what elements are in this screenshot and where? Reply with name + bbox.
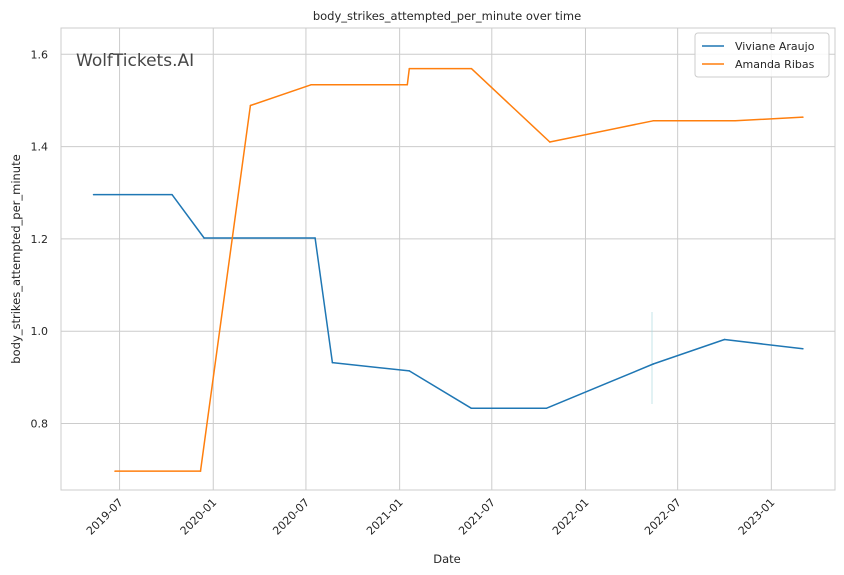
data-point-viviane-araujo — [408, 370, 411, 372]
y-tick-label: 0.8 — [31, 418, 49, 431]
y-tick-label: 1.4 — [31, 141, 49, 154]
data-point-viviane-araujo — [802, 348, 804, 350]
plot-area: WolfTickets.AI — [60, 27, 836, 491]
data-point-viviane-araujo — [314, 237, 316, 239]
data-point-viviane-araujo — [171, 193, 173, 196]
data-point-amanda-ribas — [310, 84, 312, 86]
y-axis-ticks: 0.8 1.0 1.2 1.4 1.6 — [31, 48, 49, 430]
x-axis-label: Date — [433, 552, 461, 566]
data-point-amanda-ribas — [652, 120, 654, 122]
grid — [61, 28, 835, 490]
data-point-viviane-araujo — [203, 237, 205, 239]
legend: Viviane Araujo Amanda Ribas — [694, 32, 830, 78]
data-point-amanda-ribas — [249, 104, 252, 107]
y-tick-label: 1.6 — [31, 48, 49, 61]
data-point-viviane-araujo — [545, 407, 548, 410]
data-point-amanda-ribas — [408, 67, 411, 70]
data-point-amanda-ribas — [734, 120, 736, 122]
plot-frame — [60, 27, 836, 491]
y-tick-label: 1.0 — [31, 325, 49, 338]
data-point-viviane-araujo — [723, 338, 726, 341]
series-layer — [92, 67, 804, 472]
y-axis-label: body_strikes_attempted_per_minute — [9, 154, 23, 363]
data-point-amanda-ribas — [114, 470, 116, 472]
watermark: WolfTickets.AI — [76, 51, 194, 71]
y-tick-label: 1.2 — [31, 233, 49, 246]
data-point-amanda-ribas — [199, 470, 202, 472]
data-point-viviane-araujo — [652, 363, 654, 365]
data-point-viviane-araujo — [331, 361, 334, 364]
data-point-amanda-ribas — [802, 116, 804, 118]
legend-label-amanda-ribas: Amanda Ribas — [735, 58, 815, 71]
data-point-viviane-araujo — [92, 193, 95, 196]
data-point-amanda-ribas — [406, 84, 409, 86]
legend-label-viviane-araujo: Viviane Araujo — [735, 40, 815, 53]
chart-title: body_strikes_attempted_per_minute over t… — [313, 9, 581, 23]
legend-box — [694, 32, 830, 78]
data-point-amanda-ribas — [470, 67, 473, 70]
data-point-amanda-ribas — [549, 141, 551, 143]
data-point-viviane-araujo — [470, 407, 473, 410]
plot-background — [61, 28, 835, 490]
